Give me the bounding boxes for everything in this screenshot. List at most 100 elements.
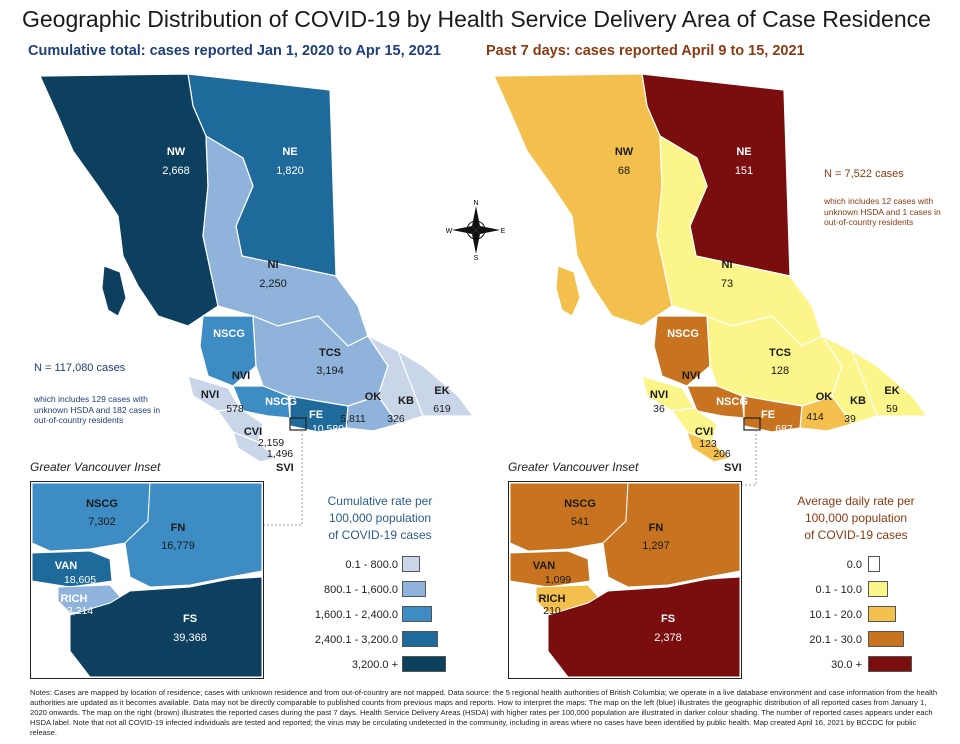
right-legend-label-1: 0.0 [846,559,862,571]
right-legend-row-2: 0.1 - 10.0 [764,581,934,601]
compass-n: N [473,200,478,207]
left-inset-fs [69,576,263,678]
left-region-nw [39,73,219,327]
right-inset-label-van: VAN [533,560,555,572]
left-label-fe: FE [309,409,323,421]
right-inset-van [509,550,591,588]
left-label-nw: NW [167,146,186,158]
left-inset-label-fn: FN [171,522,186,534]
right-inset-value-rich: 210 [543,605,561,617]
right-legend-label-4: 20.1 - 30.0 [809,634,862,646]
right-region-ek [850,349,929,417]
right-legend-title-line-2: 100,000 population [804,511,908,525]
left-label-nscg-south: NSCG [265,396,297,408]
right-label-nw: NW [615,146,634,158]
left-region-cvi [216,407,264,443]
left-haida-gwaii [101,265,127,317]
right-label-nscg-south: NSCG [716,396,748,408]
right-inset-title: Greater Vancouver Inset [508,460,639,474]
left-inset-label-rich: RICH [61,593,88,605]
left-vancouver-inset: NSCG 7,302 FN 16,779 VAN 18,605 RICH 3,2… [30,481,264,679]
left-bc-map: NW 2,668 NE 1,820 NI 2,250 NSCG TCS 3,19… [39,73,475,463]
right-inset-value-fn: 1,297 [642,540,670,552]
right-inset-label-rich: RICH [539,593,566,605]
right-legend-label-3: 10.1 - 20.0 [809,609,862,621]
right-legend-title: Average daily rate per 100,000 populatio… [766,493,946,544]
right-value-nvi: 36 [653,403,665,415]
right-legend-swatch-3 [868,606,896,622]
left-inset-value-van: 18,605 [64,574,96,586]
right-inset-value-nscg: 541 [571,516,589,528]
left-inset-label-van: VAN [55,560,77,572]
left-map-subtitle: Cumulative total: cases reported Jan 1, … [28,43,441,59]
right-legend-swatch-2 [868,581,888,597]
right-inset-value-van: 1,099 [545,574,571,586]
left-value-ne: 1,820 [276,165,304,177]
left-legend-swatch-1 [402,556,420,572]
left-label-tcs: TCS [319,347,341,359]
right-inset-fn [602,482,741,588]
left-label-nvi: NVI [232,370,250,382]
right-label-nvi: NVI [682,370,700,382]
left-legend: 0.1 - 800.0 800.1 - 1,600.0 1,600.1 - 2,… [290,556,460,676]
right-label-nvi-west: NVI [650,389,668,401]
right-value-kb: 39 [844,413,856,425]
compass-e: E [501,228,506,235]
left-legend-title-line-1: Cumulative rate per [327,494,433,508]
left-inset-value-fn: 16,779 [161,540,195,552]
left-label-ne: NE [282,146,297,158]
left-legend-swatch-3 [402,606,432,622]
left-inset-value-fs: 39,368 [173,632,207,644]
right-legend-row-5: 30.0 + [764,656,934,676]
left-legend-row-5: 3,200.0 + [290,656,460,676]
left-legend-label-3: 1,600.1 - 2,400.0 [314,609,398,621]
left-label-nscg: NSCG [213,328,245,340]
left-total-note: which includes 129 cases with unknown HS… [34,394,161,425]
right-legend-label-5: 30.0 + [831,659,862,671]
left-label-svi: SVI [276,462,294,474]
left-value-vi: 578 [226,403,244,415]
right-value-nw: 68 [618,165,630,177]
compass-s: S [474,255,479,260]
right-bc-map: NW 68 NE 151 NI 73 NSCG TCS 128 NVI NVI … [493,73,929,463]
left-legend-title-line-2: 100,000 population [328,511,432,525]
right-map-subtitle: Past 7 days: cases reported April 9 to 1… [486,43,805,59]
page-title: Geographic Distribution of COVID-19 by H… [22,6,931,32]
right-value-cvi: 123 [699,438,717,450]
right-legend: 0.0 0.1 - 10.0 10.1 - 20.0 20.1 - 30.0 3… [764,556,934,676]
right-legend-row-3: 10.1 - 20.0 [764,606,934,626]
right-label-ek: EK [884,385,899,397]
left-legend-label-5: 3,200.0 + [351,659,398,671]
left-legend-row-3: 1,600.1 - 2,400.0 [290,606,460,626]
right-label-svi: SVI [724,462,742,474]
right-inset-value-fs: 2,378 [654,632,682,644]
right-label-tcs: TCS [769,347,791,359]
left-legend-title-line-3: of COVID-19 cases [328,528,432,542]
right-label-ne: NE [736,146,751,158]
right-label-cvi: CVI [695,426,713,438]
left-label-ni: NI [268,259,279,271]
left-legend-label-1: 0.1 - 800.0 [345,559,398,571]
left-legend-label-2: 800.1 - 1,600.0 [323,584,398,596]
right-legend-row-4: 20.1 - 30.0 [764,631,934,651]
left-inset-label-nscg: NSCG [86,498,118,510]
left-value-svi: 1,496 [267,448,293,460]
left-legend-label-4: 2,400.1 - 3,200.0 [314,634,398,646]
right-value-ek: 59 [886,403,898,415]
left-inset-label-fs: FS [183,613,197,625]
left-label-kb: KB [398,395,414,407]
right-inset-label-fn: FN [649,522,664,534]
left-inset-fn [124,482,263,588]
left-inset-van [31,550,113,588]
left-value-ok: 5,811 [340,413,366,425]
left-legend-row-4: 2,400.1 - 3,200.0 [290,631,460,651]
left-region-ek [396,349,475,417]
right-legend-label-2: 0.1 - 10.0 [815,584,862,596]
left-value-tcs: 3,194 [316,365,344,377]
right-value-tcs: 128 [771,365,789,377]
right-value-fe: 687 [775,423,793,435]
right-label-ni: NI [722,259,733,271]
right-value-ne: 151 [735,165,753,177]
right-legend-title-line-1: Average daily rate per [797,494,915,508]
right-label-kb: KB [850,395,866,407]
